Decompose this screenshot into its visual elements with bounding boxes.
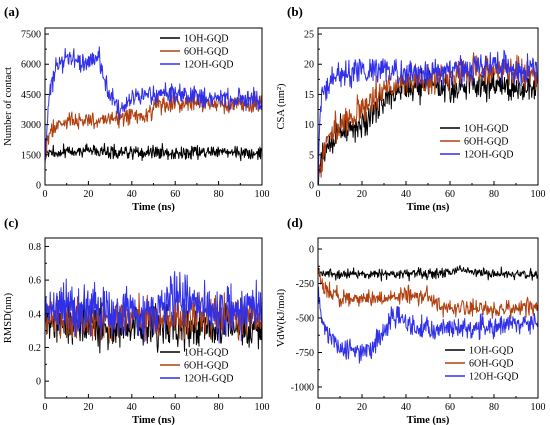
- series-group: [45, 46, 262, 164]
- x-axis-title: Time (ns): [407, 415, 450, 425]
- x-tick-label: 40: [401, 189, 411, 200]
- x-tick-label: 60: [170, 189, 180, 200]
- x-tick-label: 100: [255, 402, 270, 413]
- panel-a: 0 20 40 60 80 100 0 1500 3000 4500 6000 7500 Time (n…: [3, 4, 270, 213]
- y-tick-label: 5: [309, 150, 314, 161]
- y-axis-title: VdW(kJ/mol): [276, 288, 287, 347]
- x-tick-label: 20: [83, 189, 93, 200]
- panel-label: (a): [4, 4, 19, 19]
- legend-label: 6OH-GQD: [469, 359, 513, 370]
- panel-c: 0 20 40 60 80 100 0 0.2 0.4 0.6 0.8 Time (ns) RMSD(n…: [3, 215, 270, 425]
- y-tick-label: 6000: [21, 60, 41, 71]
- y-axis-title: CSA (nm²): [276, 83, 287, 130]
- x-tick-label: 0: [316, 402, 321, 413]
- series-line-12oh-gqd: [318, 49, 538, 184]
- series-line-1oh-gqd: [45, 142, 262, 162]
- x-tick-label: 0: [316, 189, 321, 200]
- legend-label: 6OH-GQD: [184, 47, 228, 58]
- y-tick-label: 0.4: [29, 309, 42, 320]
- x-tick-label: 40: [127, 189, 137, 200]
- legend: 1OH-GQD 6OH-GQD 12OH-GQD: [445, 346, 518, 383]
- y-tick-label: 0: [309, 181, 314, 192]
- x-tick-label: 80: [489, 189, 499, 200]
- legend-label: 1OH-GQD: [469, 346, 513, 357]
- x-axis-title: Time (ns): [132, 415, 175, 425]
- legend: 1OH-GQD 6OH-GQD 12OH-GQD: [160, 348, 233, 385]
- y-tick-label: 0: [36, 377, 41, 388]
- panel-label: (c): [4, 215, 18, 230]
- y-tick-label: 0: [309, 245, 314, 256]
- x-tick-label: 0: [43, 189, 48, 200]
- x-tick-label: 20: [357, 189, 367, 200]
- legend-label: 12OH-GQD: [184, 374, 233, 385]
- y-tick-label: -500: [296, 314, 314, 325]
- series-group: [318, 265, 538, 364]
- x-tick-label: 20: [83, 402, 93, 413]
- y-tick-label: 7500: [21, 30, 41, 41]
- legend: 1OH-GQD 6OH-GQD 12OH-GQD: [160, 34, 233, 71]
- x-tick-label: 60: [445, 402, 455, 413]
- series-line-6oh-gqd: [318, 269, 538, 319]
- x-tick-label: 80: [214, 402, 224, 413]
- y-tick-label: 4500: [21, 90, 41, 101]
- x-tick-label: 60: [445, 189, 455, 200]
- x-tick-label: 80: [214, 189, 224, 200]
- y-tick-label: 0.2: [29, 343, 42, 354]
- x-tick-label: 60: [170, 402, 180, 413]
- x-tick-label: 0: [43, 402, 48, 413]
- x-axis-title: Time (ns): [132, 202, 175, 213]
- x-tick-label: 40: [401, 402, 411, 413]
- y-tick-label: 0.8: [29, 242, 42, 253]
- y-tick-label: -1000: [291, 382, 314, 393]
- series-line-12oh-gqd: [45, 46, 262, 161]
- y-tick-label: 20: [304, 60, 314, 71]
- x-tick-label: 100: [531, 402, 546, 413]
- x-tick-label: 100: [255, 189, 270, 200]
- x-tick-label: 40: [127, 402, 137, 413]
- legend-label: 6OH-GQD: [184, 361, 228, 372]
- series-group: [318, 49, 538, 185]
- legend: 1OH-GQD 6OH-GQD 12OH-GQD: [440, 124, 513, 161]
- legend-label: 6OH-GQD: [464, 137, 508, 148]
- y-tick-label: 0: [36, 181, 41, 192]
- y-axis-title: RMSD(nm): [3, 292, 14, 343]
- panel-label: (d): [287, 215, 303, 230]
- y-tick-label: 10: [304, 120, 314, 131]
- x-tick-label: 20: [357, 402, 367, 413]
- legend-label: 1OH-GQD: [464, 124, 508, 135]
- y-axis-title: Number of contact: [3, 67, 14, 146]
- series-group: [45, 271, 262, 354]
- y-tick-label: 25: [304, 30, 314, 41]
- panel-b: 0 20 40 60 80 100 0 5 10 15 20 25 Time (ns) CSA (nm²)…: [276, 4, 546, 213]
- y-tick-label: 0.6: [29, 276, 42, 287]
- x-axis-title: Time (ns): [407, 202, 450, 213]
- series-line-12oh-gqd: [45, 271, 262, 344]
- plot-frame: [317, 27, 539, 186]
- series-line-12oh-gqd: [318, 286, 538, 364]
- legend-label: 1OH-GQD: [184, 34, 228, 45]
- legend-label: 12OH-GQD: [464, 150, 513, 161]
- panel-label: (b): [287, 4, 303, 19]
- series-line-1oh-gqd: [318, 265, 538, 282]
- x-tick-label: 100: [531, 189, 546, 200]
- y-tick-label: 1500: [21, 150, 41, 161]
- legend-label: 12OH-GQD: [184, 60, 233, 71]
- legend-label: 1OH-GQD: [184, 348, 228, 359]
- y-tick-label: 15: [304, 90, 314, 101]
- y-tick-label: -750: [296, 348, 314, 359]
- legend-label: 12OH-GQD: [469, 372, 518, 383]
- x-tick-label: 80: [489, 402, 499, 413]
- y-tick-label: -250: [296, 279, 314, 290]
- panel-d: 0 20 40 60 80 100 -1000 -750 -500 -250 0 Time (ns) V…: [276, 215, 546, 425]
- y-tick-label: 3000: [21, 120, 41, 131]
